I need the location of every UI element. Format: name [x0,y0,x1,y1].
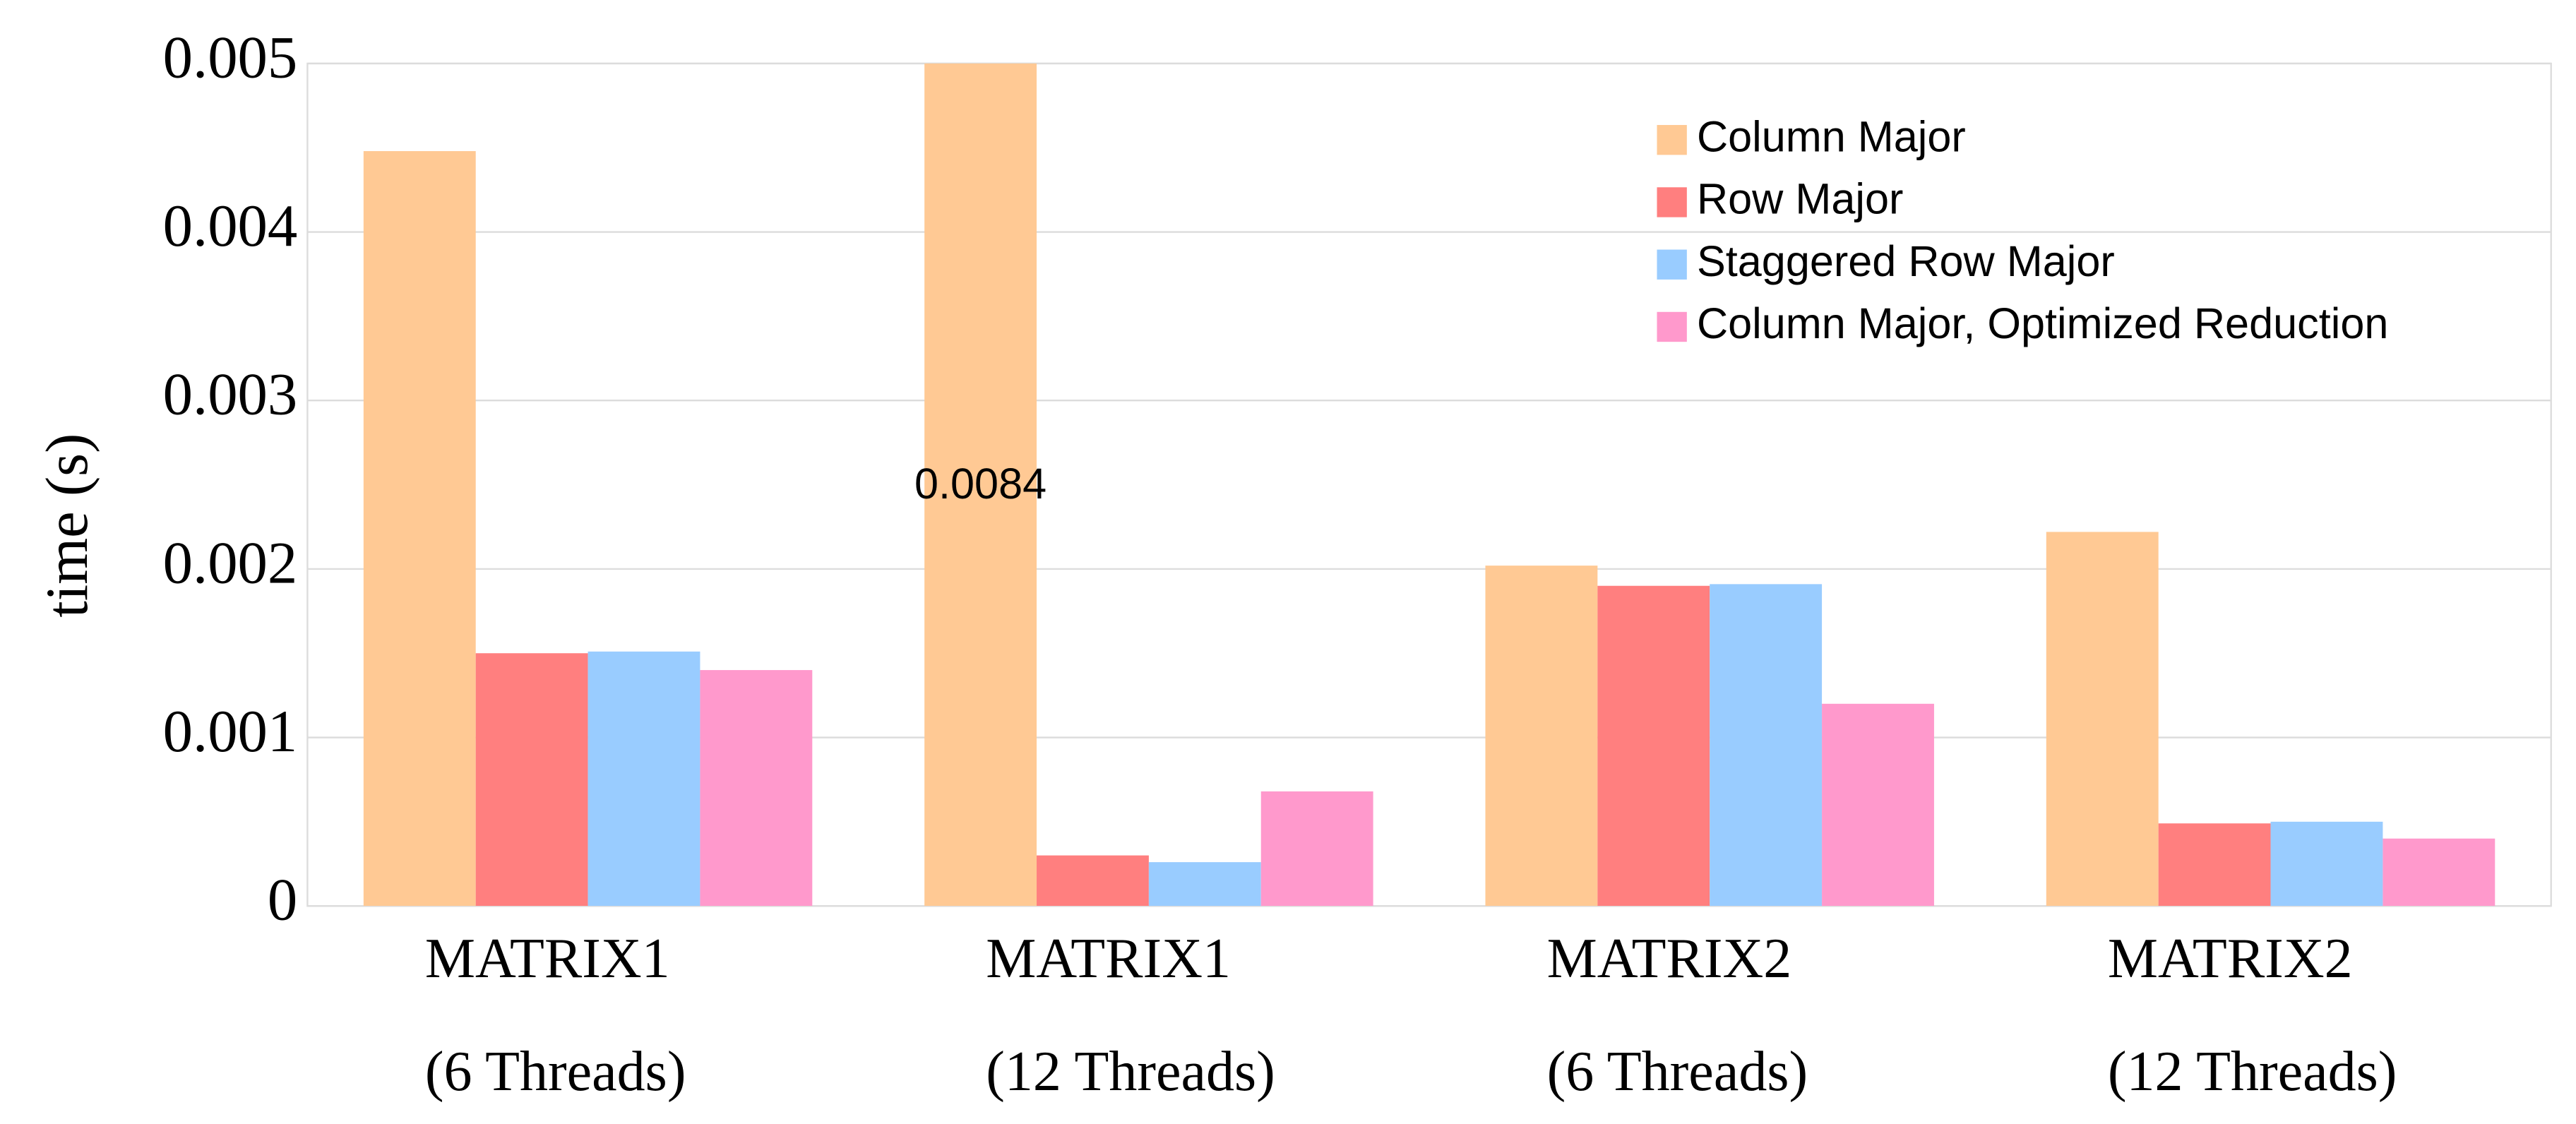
y-tick-label: 0.004 [163,193,298,259]
legend-swatch [1657,311,1687,342]
data-label: 0.0084 [914,460,1046,508]
bar [2383,838,2496,907]
bar [2158,823,2271,907]
bar [363,151,476,907]
bar [700,670,813,907]
bar [1597,585,1710,907]
bar [1822,703,1934,907]
legend-label: Row Major [1697,175,1903,223]
legend-label: Column Major, Optimized Reduction [1697,299,2388,347]
bar [924,63,1037,907]
y-tick-label: 0.002 [163,530,298,596]
bar [1710,584,1823,907]
bar [1148,862,1261,907]
y-tick-label: 0.001 [163,699,298,765]
y-tick-label: 0 [268,868,297,933]
y-tick-label: 0.005 [163,25,298,90]
bar [2270,821,2383,907]
bar [2046,532,2159,907]
x-tick-label: MATRIX2 [2108,928,2353,990]
x-tick-label: MATRIX1 [986,928,1231,990]
legend-swatch [1657,187,1687,217]
x-tick-label: (12 Threads) [2108,1041,2397,1103]
x-tick-label: MATRIX2 [1547,928,1792,990]
plot-frame [306,62,2552,907]
bar [1260,791,1373,907]
legend-swatch [1657,125,1687,155]
x-tick-label: (6 Threads) [425,1041,686,1103]
x-tick-label: (12 Threads) [986,1041,1275,1103]
x-tick-label: MATRIX1 [425,928,670,990]
bar [1485,566,1598,907]
bar [475,653,588,907]
bar [1037,855,1149,907]
y-tick-label: 0.003 [163,362,298,428]
bar [588,651,700,907]
legend-label: Staggered Row Major [1697,237,2115,285]
bars [363,63,2496,907]
x-tick-label: (6 Threads) [1547,1041,1808,1103]
y-axis-label: time (s) [35,434,100,618]
legend-swatch [1657,249,1687,280]
legend-label: Column Major [1697,112,1966,160]
